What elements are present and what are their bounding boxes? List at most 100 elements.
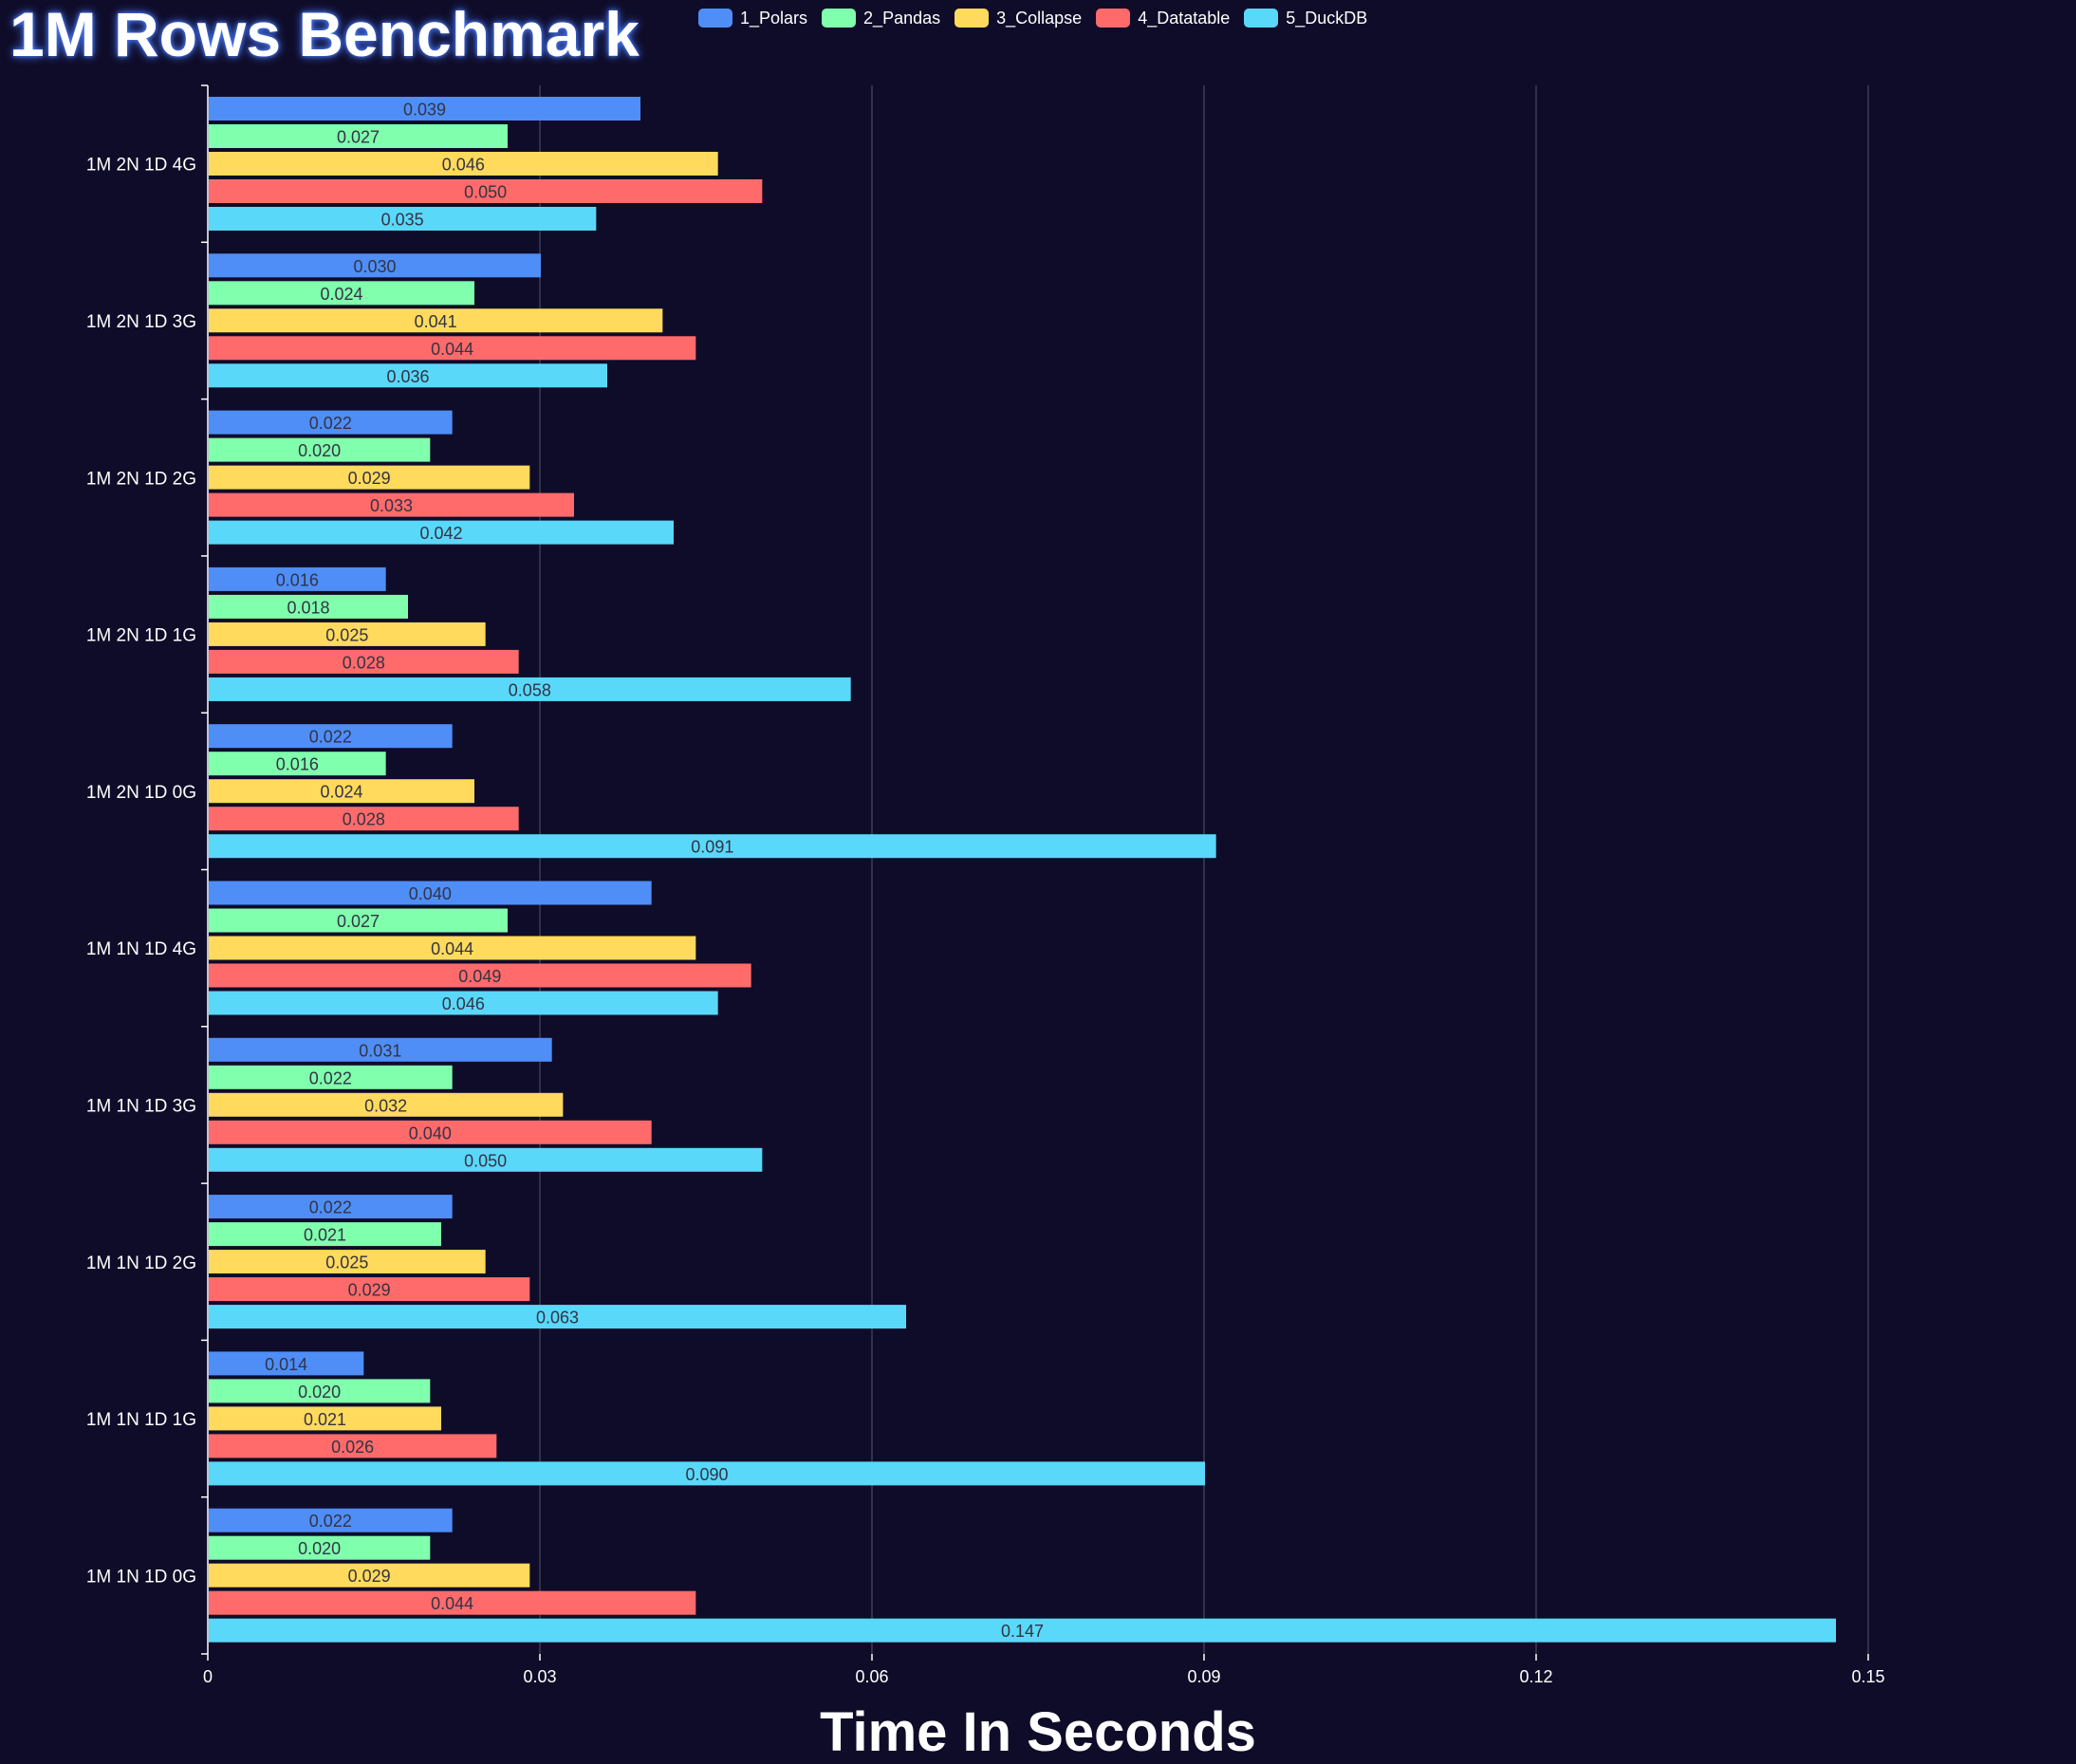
bar[interactable] xyxy=(209,1406,441,1431)
bar-value-label: 0.025 xyxy=(325,1253,368,1272)
legend-swatch xyxy=(698,9,732,28)
x-tick-label: 0.09 xyxy=(1187,1667,1220,1686)
bar-value-label: 0.040 xyxy=(409,1123,452,1142)
bar[interactable] xyxy=(209,179,763,203)
bar[interactable] xyxy=(209,834,1216,859)
bar-value-label: 0.063 xyxy=(536,1309,579,1328)
bar-value-label: 0.026 xyxy=(331,1438,374,1457)
bar[interactable] xyxy=(209,253,541,278)
bar[interactable] xyxy=(209,207,597,231)
bar-value-label: 0.035 xyxy=(381,211,424,230)
y-category-label: 1M 1N 1D 4G xyxy=(86,939,196,959)
legend-label: 1_Polars xyxy=(740,8,808,28)
bar[interactable] xyxy=(209,1037,552,1062)
bar-value-label: 0.039 xyxy=(403,101,446,120)
bar-value-label: 0.021 xyxy=(304,1410,346,1429)
bar[interactable] xyxy=(209,1120,652,1144)
bar-value-label: 0.014 xyxy=(265,1355,307,1374)
bar[interactable] xyxy=(209,465,530,490)
bar[interactable] xyxy=(209,779,474,804)
bar[interactable] xyxy=(209,1461,1205,1486)
legend-label: 4_Datatable xyxy=(1138,8,1231,28)
bar-value-label: 0.033 xyxy=(370,496,413,515)
bar[interactable] xyxy=(209,1590,696,1615)
bar[interactable] xyxy=(209,752,386,776)
legend-swatch xyxy=(955,9,990,28)
bar[interactable] xyxy=(209,1305,906,1329)
axes: 0 0.03 0.06 0.09 0.12 0.15 1M 2N 1D 4G 1M 2N 1D… xyxy=(86,84,1885,1686)
grid-lines xyxy=(539,85,1869,1654)
bar[interactable] xyxy=(209,936,696,960)
bar-value-label: 0.022 xyxy=(309,414,352,433)
y-category-label: 1M 1N 1D 0G xyxy=(86,1567,196,1587)
bar[interactable] xyxy=(209,1092,564,1117)
bar[interactable] xyxy=(209,363,607,388)
legend-swatch xyxy=(1244,9,1279,28)
legend-swatch xyxy=(822,9,857,28)
bar[interactable] xyxy=(209,152,718,176)
bar-value-label: 0.024 xyxy=(320,783,362,802)
bars xyxy=(209,97,1836,1643)
bar[interactable] xyxy=(209,1147,763,1172)
bar-value-label: 0.028 xyxy=(343,810,385,829)
bar[interactable] xyxy=(209,1065,453,1089)
bar[interactable] xyxy=(209,594,408,619)
legend-item[interactable]: 4_Datatable xyxy=(1096,9,1230,28)
bar[interactable] xyxy=(209,437,431,462)
bar[interactable] xyxy=(209,308,663,333)
x-tick-label: 0.03 xyxy=(523,1667,556,1686)
bar[interactable] xyxy=(209,881,652,905)
y-category-label: 1M 2N 1D 2G xyxy=(86,469,196,489)
bar[interactable] xyxy=(209,1563,530,1588)
bar[interactable] xyxy=(209,1618,1836,1643)
bar[interactable] xyxy=(209,649,519,674)
bar-value-label: 0.022 xyxy=(309,1198,352,1217)
bar[interactable] xyxy=(209,1434,497,1458)
bar-value-label: 0.021 xyxy=(304,1226,346,1245)
bar[interactable] xyxy=(209,1508,453,1532)
bar[interactable] xyxy=(209,520,674,545)
bar-value-label: 0.090 xyxy=(685,1465,728,1484)
bar[interactable] xyxy=(209,1250,486,1274)
legend-item[interactable]: 2_Pandas xyxy=(822,9,940,28)
bar-value-label: 0.046 xyxy=(442,156,485,175)
bar-value-label: 0.020 xyxy=(298,1383,341,1402)
y-category-label: 1M 1N 1D 2G xyxy=(86,1253,196,1273)
bar[interactable] xyxy=(209,724,453,749)
legend-item[interactable]: 1_Polars xyxy=(698,9,807,28)
bar[interactable] xyxy=(209,677,851,701)
legend-item[interactable]: 3_Collapse xyxy=(955,9,1082,28)
y-category-label: 1M 2N 1D 4G xyxy=(86,156,196,176)
bar[interactable] xyxy=(209,622,486,646)
bar[interactable] xyxy=(209,566,386,591)
bar-value-label: 0.049 xyxy=(458,967,501,986)
bar[interactable] xyxy=(209,991,718,1015)
bar[interactable] xyxy=(209,336,696,361)
bar[interactable] xyxy=(209,1222,441,1247)
bar[interactable] xyxy=(209,908,508,933)
legend-item[interactable]: 5_DuckDB xyxy=(1244,9,1367,28)
x-axis-title: Time In Seconds xyxy=(820,1701,1256,1763)
bar[interactable] xyxy=(209,807,519,831)
bar[interactable] xyxy=(209,1277,530,1302)
bar-value-label: 0.044 xyxy=(431,340,473,359)
bar[interactable] xyxy=(209,410,453,435)
bar[interactable] xyxy=(209,963,751,988)
y-category-label: 1M 2N 1D 0G xyxy=(86,783,196,803)
bar[interactable] xyxy=(209,1351,364,1376)
bar-value-label: 0.031 xyxy=(359,1041,401,1060)
bar[interactable] xyxy=(209,124,508,148)
x-tick-label: 0.06 xyxy=(855,1667,888,1686)
bar[interactable] xyxy=(209,1379,431,1403)
bar[interactable] xyxy=(209,97,640,121)
data-labels: 0.039 0.027 0.046 0.050 0.035 0.030 0.024 0.041… xyxy=(265,101,1044,1642)
bar[interactable] xyxy=(209,281,474,306)
bar[interactable] xyxy=(209,492,574,517)
chart-legend: 1_Polars 2_Pandas 3_Collapse 4_Datatable 5_D… xyxy=(698,4,1381,32)
bar-value-label: 0.041 xyxy=(415,312,457,331)
legend-label: 2_Pandas xyxy=(863,8,941,28)
bar[interactable] xyxy=(209,1195,453,1219)
bar[interactable] xyxy=(209,1535,431,1560)
y-category-label: 1M 2N 1D 1G xyxy=(86,626,196,646)
x-tick-label: 0 xyxy=(203,1667,213,1686)
